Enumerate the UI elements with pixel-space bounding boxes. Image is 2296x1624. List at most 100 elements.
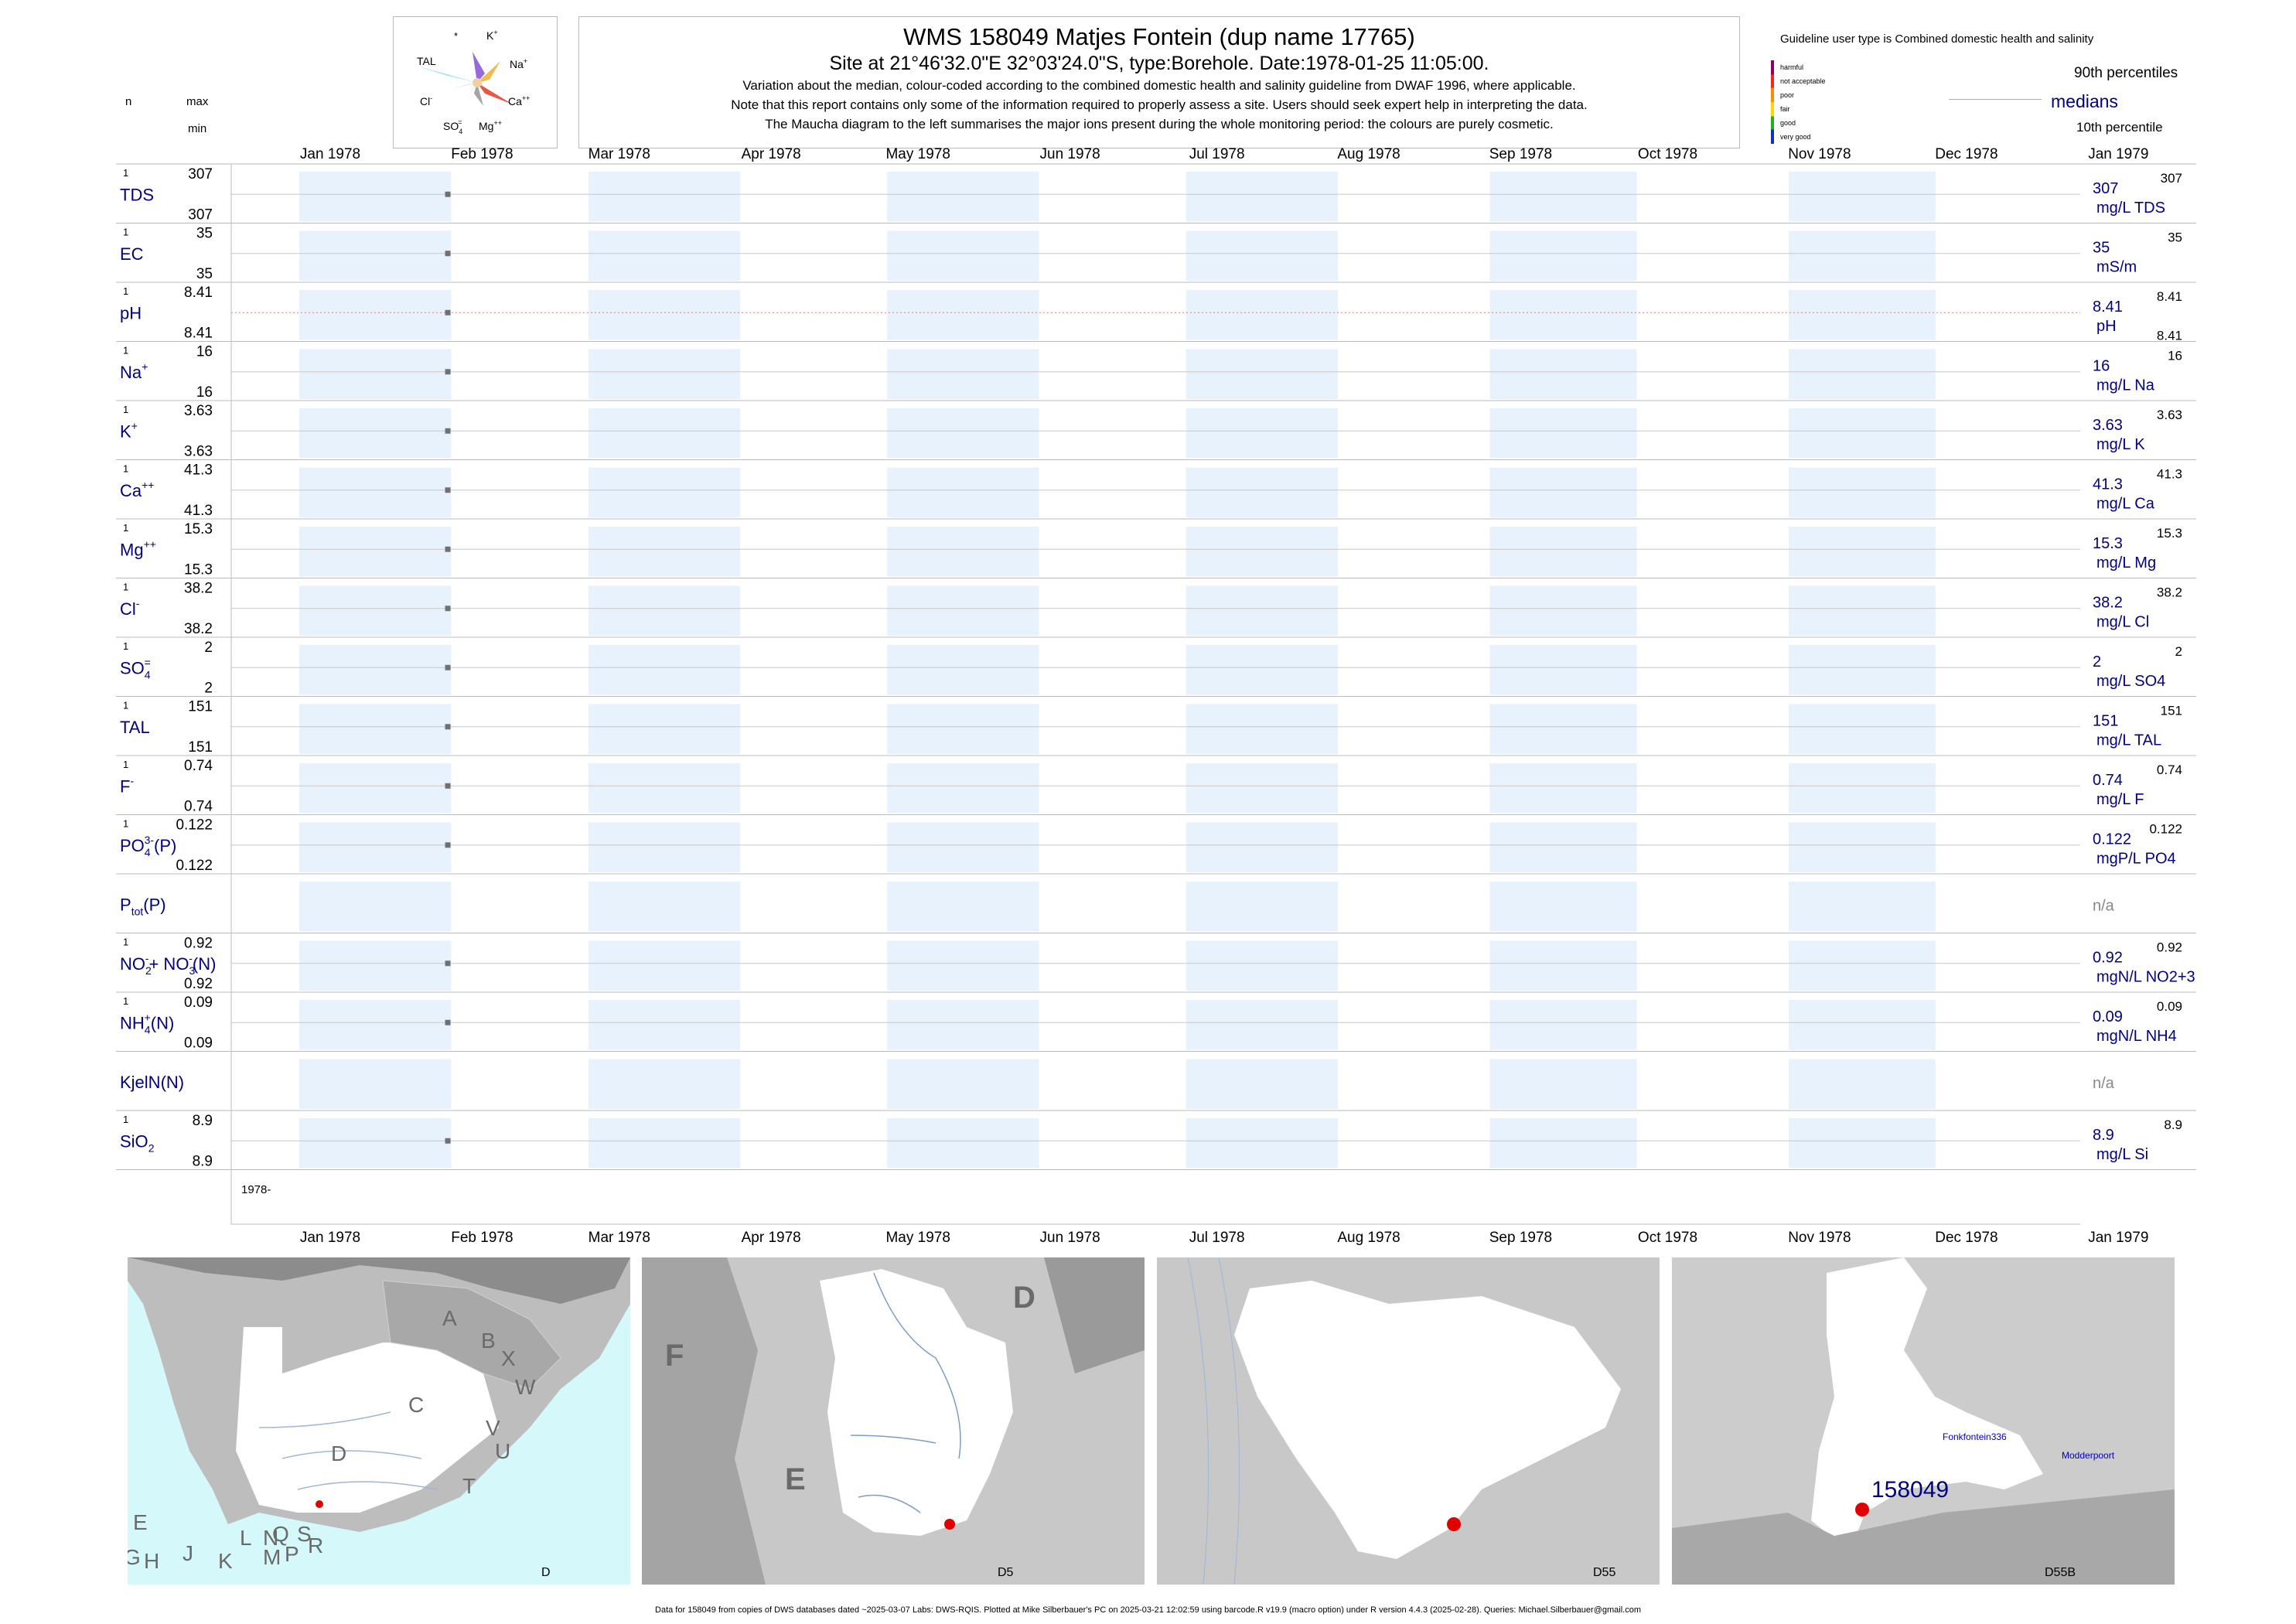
param-p90: 0.122 [2149,822,2182,837]
month-shade [887,1118,1039,1169]
month-label-bottom: Apr 1978 [742,1230,801,1246]
month-shade [1186,290,1339,340]
month-label-bottom: Jan 1978 [300,1230,360,1246]
param-unit: mg/L SO4 [2096,673,2165,690]
month-shade [1489,1118,1637,1169]
param-max: 8.9 [193,1113,213,1129]
guideline-class-list: harmful not acceptable poor fair good very go… [1780,60,1826,144]
maucha-svg: * K+ TAL Na+ Cl- Ca++ SO4= Mg++ [415,29,530,135]
param-max: 38.2 [184,581,213,597]
map-d55: D55 [1157,1257,1660,1585]
map-region-letter: J [183,1541,193,1565]
month-shade [887,645,1039,695]
maucha-petal-cl [451,83,477,89]
param-n: 1 [123,404,128,415]
param-p90: 0.92 [2157,940,2182,955]
guideline-class-harmful: harmful [1780,63,1804,71]
month-shade [1186,172,1339,222]
maucha-ca-label: Ca++ [508,94,530,107]
param-max: 8.41 [184,285,213,301]
data-point [445,724,451,730]
month-shade [299,290,452,340]
param-median: 41.3 [2093,476,2123,493]
month-shade [1788,645,1936,695]
map-region-letter: Q [272,1522,289,1546]
site-marker [944,1519,955,1530]
data-point [445,1019,451,1025]
month-shade [1788,467,1936,517]
map-region-letter: L [240,1526,252,1550]
month-shade [1489,704,1637,754]
month-shade [1788,172,1936,222]
map-caption-d: D [541,1566,551,1579]
month-shade [887,349,1039,399]
month-label-top: Aug 1978 [1337,146,1400,162]
param-p90: 3.63 [2157,408,2182,422]
month-shade [588,349,741,399]
month-label-bottom: Mar 1978 [588,1230,650,1246]
param-min: 151 [188,739,213,756]
month-shade [1186,585,1339,636]
param-unit: pH [2096,318,2117,335]
month-shade [299,645,452,695]
param-n: 1 [123,227,128,238]
month-shade [588,290,741,340]
param-p10: 8.41 [2157,329,2182,343]
param-min: 307 [188,207,213,223]
month-shade [1489,230,1637,281]
param-name: Na+ [120,360,148,382]
param-min: 0.92 [184,976,213,992]
map-region-letter: V [486,1416,500,1440]
month-shade [1186,940,1339,991]
month-shade [887,704,1039,754]
param-name: Ca++ [120,479,154,500]
maucha-petal-k [473,52,485,83]
param-n: 1 [123,167,128,179]
footer-note: Data for 158049 from copies of DWS datab… [655,1605,1641,1615]
max-header: max [186,95,209,108]
month-shade [588,763,741,814]
data-point [445,428,451,434]
param-p90: 151 [2161,704,2182,718]
page-title: WMS 158049 Matjes Fontein (dup name 1776… [903,23,1415,50]
month-shade [887,230,1039,281]
month-shade [1186,822,1339,872]
month-label-bottom: Nov 1978 [1788,1230,1851,1246]
note-line-2: Note that this report contains only some… [731,97,1588,112]
month-shade [588,1000,741,1050]
param-name: TAL [120,718,150,737]
param-unit: mg/L TDS [2096,200,2165,217]
month-shade [887,763,1039,814]
param-unit: mg/L Ca [2096,496,2155,513]
month-label-top: Feb 1978 [451,146,513,162]
param-n: 1 [123,463,128,475]
maucha-petal-mg [474,83,483,106]
param-max: 0.92 [184,936,213,952]
param-name: F- [120,774,134,796]
map-panel-d55b: 158049 Fonkfontein336 Modderpoort D55B [1672,1257,2175,1585]
param-median: 15.3 [2093,535,2123,552]
month-shade [1489,1059,1637,1109]
param-name: TDS [120,185,154,204]
param-unit: mg/L Si [2096,1146,2148,1163]
param-n: 1 [123,345,128,357]
maucha-petal-na [477,61,500,83]
month-shade [588,882,741,932]
guideline-class-very-good: very good [1780,133,1811,141]
month-shade [1489,882,1637,932]
month-shade [887,940,1039,991]
guideline-class-poor: poor [1780,91,1795,99]
month-label-top: Jan 1979 [2088,146,2148,162]
param-p90: 35 [2168,230,2182,245]
site-marker [316,1500,323,1508]
param-median: 0.09 [2093,1008,2123,1025]
month-shade [1186,882,1339,932]
param-max: 151 [188,699,213,715]
map-region-letter: E [785,1462,806,1496]
param-unit: mgN/L NO2+3 [2096,969,2195,986]
param-median: 2 [2093,653,2101,670]
month-label-bottom: Dec 1978 [1935,1230,1997,1246]
month-shade [588,585,741,636]
month-shade [588,822,741,872]
medians-label: medians [2051,91,2118,111]
